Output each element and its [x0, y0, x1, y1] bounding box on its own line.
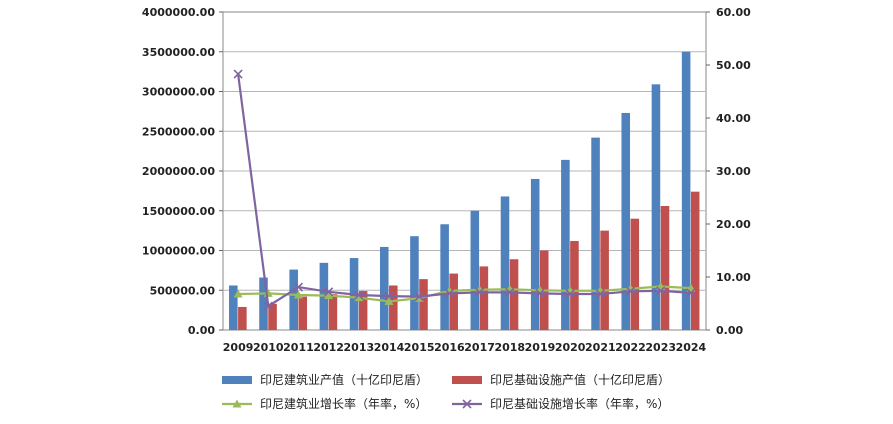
- bar: [630, 218, 640, 330]
- line-point: [414, 292, 424, 302]
- y-right-tick-label: 40.00: [716, 112, 751, 125]
- legend-swatch: [452, 376, 482, 384]
- line-point: [324, 287, 334, 297]
- bar: [410, 236, 419, 330]
- line-point: [293, 282, 304, 292]
- bar: [591, 137, 600, 330]
- y-left-tick-label: 2000000.00: [142, 165, 215, 178]
- bar: [570, 240, 579, 330]
- bar: [449, 273, 458, 330]
- bar: [238, 306, 247, 330]
- line-point: [505, 287, 515, 297]
- x-tick-label: 2018: [494, 341, 525, 354]
- line-point: [293, 290, 303, 299]
- line-point: [686, 288, 696, 298]
- bar: [660, 205, 670, 330]
- legend-swatch: [222, 376, 252, 384]
- y-left-tick-label: 1500000.00: [142, 205, 215, 218]
- x-tick-label: 2022: [615, 341, 646, 354]
- bar: [470, 210, 480, 330]
- y-right-tick-label: 20.00: [716, 218, 751, 231]
- bar: [440, 224, 449, 330]
- y-right-tick-label: 60.00: [716, 6, 751, 19]
- bar: [600, 230, 609, 330]
- y-right-tick-label: 30.00: [716, 165, 751, 178]
- bar: [328, 294, 338, 330]
- bar: [358, 291, 368, 330]
- line-point: [444, 288, 454, 298]
- line-point: [233, 69, 243, 79]
- line-point: [565, 289, 575, 299]
- x-tick-label: 2010: [253, 341, 284, 354]
- line-point: [384, 296, 394, 305]
- legend-entry: 印尼建筑业产值（十亿印尼盾）: [222, 372, 428, 387]
- bar: [530, 178, 540, 330]
- legend-entry: 印尼基础设施产值（十亿印尼盾）: [452, 372, 670, 387]
- bar: [500, 196, 510, 330]
- bar: [389, 285, 398, 330]
- x-tick-label: 2015: [404, 341, 435, 354]
- legend-label: 印尼建筑业增长率（年率，%）: [260, 396, 427, 411]
- x-tick-label: 2016: [434, 341, 465, 354]
- bar: [651, 84, 661, 330]
- bar: [479, 266, 489, 330]
- bar: [289, 269, 298, 330]
- x-tick-label: 2009: [223, 341, 254, 354]
- bar: [690, 191, 700, 330]
- line-point: [233, 289, 243, 298]
- series-line: [238, 285, 691, 303]
- x-tick-label: 2019: [525, 341, 556, 354]
- x-tick-label: 2011: [283, 341, 314, 354]
- line-point: [263, 301, 273, 311]
- line-point: [475, 287, 485, 297]
- x-tick-label: 2014: [374, 341, 405, 354]
- y-left-tick-label: 4000000.00: [142, 6, 215, 19]
- line-point: [595, 289, 605, 299]
- y-left-tick-label: 500000.00: [150, 284, 216, 297]
- bar: [419, 279, 428, 330]
- y-right-tick-label: 0.00: [716, 324, 743, 337]
- y-left-tick-label: 3500000.00: [142, 46, 215, 59]
- line-point: [354, 293, 364, 302]
- y-left-tick-label: 2500000.00: [142, 125, 215, 138]
- line-point: [354, 290, 364, 300]
- line-point: [384, 291, 394, 301]
- line-point: [625, 286, 636, 296]
- legend-entry: 印尼基础设施增长率（年率，%）: [452, 396, 669, 411]
- y-left-tick-label: 3000000.00: [142, 86, 215, 99]
- x-tick-label: 2017: [464, 341, 495, 354]
- bar: [561, 159, 570, 330]
- y-right-tick-label: 50.00: [716, 59, 751, 72]
- legend-label: 印尼建筑业产值（十亿印尼盾）: [260, 372, 428, 387]
- bar: [509, 259, 519, 330]
- y-left-tick-label: 1000000.00: [142, 245, 215, 258]
- x-tick-label: 2020: [555, 341, 586, 354]
- x-tick-label: 2021: [585, 341, 616, 354]
- series-line: [237, 73, 691, 308]
- y-right-tick-label: 10.00: [716, 271, 751, 284]
- line-point: [535, 288, 545, 298]
- y-left-tick-label: 0.00: [188, 324, 215, 337]
- legend-label: 印尼基础设施产值（十亿印尼盾）: [490, 372, 670, 387]
- legend-entry: 印尼建筑业增长率（年率，%）: [222, 396, 427, 411]
- legend-label: 印尼基础设施增长率（年率，%）: [490, 396, 669, 411]
- line-point: [324, 291, 334, 300]
- x-tick-label: 2012: [313, 341, 344, 354]
- bar: [268, 303, 277, 330]
- bar: [298, 296, 308, 330]
- bar: [259, 277, 268, 330]
- x-tick-label: 2013: [344, 341, 375, 354]
- x-tick-label: 2023: [645, 341, 676, 354]
- bar: [681, 51, 691, 330]
- bar: [229, 285, 238, 330]
- bar: [379, 246, 389, 330]
- line-point: [656, 286, 666, 296]
- bar: [621, 112, 631, 330]
- x-tick-label: 2024: [676, 341, 707, 354]
